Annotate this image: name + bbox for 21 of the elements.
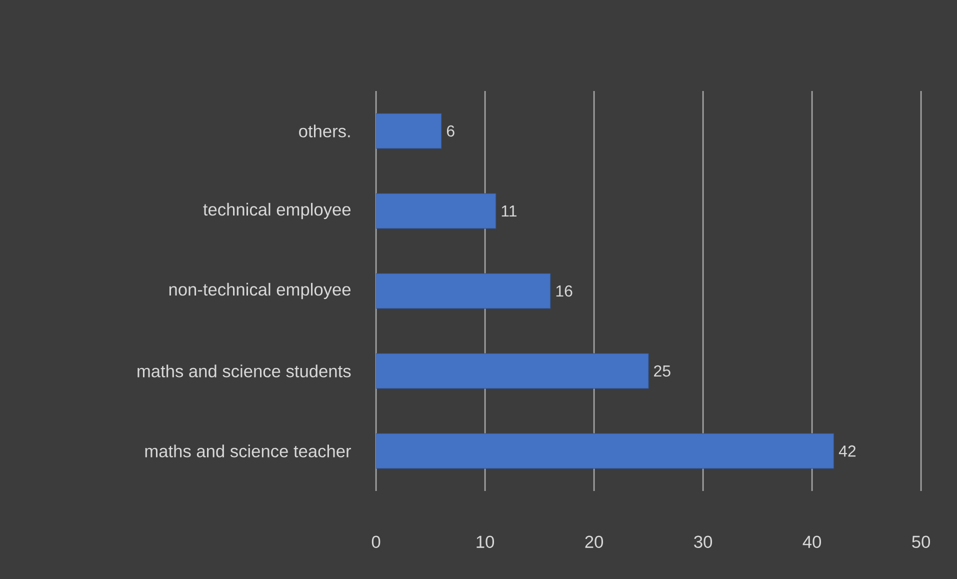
x-tick-label: 30: [694, 536, 712, 548]
bar: [376, 113, 442, 149]
x-tick-label: 20: [585, 536, 604, 548]
y-tick-label: maths and science teacher: [145, 444, 351, 458]
x-tick-label: 0: [372, 536, 380, 548]
x-tick-label: 10: [476, 536, 494, 548]
data-label: 42: [838, 445, 856, 457]
data-label: 6: [446, 125, 454, 137]
data-label: 25: [654, 365, 670, 377]
y-tick-label: maths and science students: [138, 364, 351, 378]
x-tick-label: 40: [802, 536, 822, 548]
y-tick-label: others.: [299, 124, 350, 138]
x-tick-label: 50: [912, 536, 930, 548]
data-label: 16: [556, 285, 572, 297]
data-label: 11: [502, 206, 516, 217]
y-tick-label: technical employee: [203, 202, 351, 220]
bar: [376, 273, 551, 309]
bar: [376, 433, 834, 469]
bar: [376, 353, 649, 389]
bar: [376, 193, 496, 229]
y-tick-label: non-technical employee: [169, 282, 351, 300]
